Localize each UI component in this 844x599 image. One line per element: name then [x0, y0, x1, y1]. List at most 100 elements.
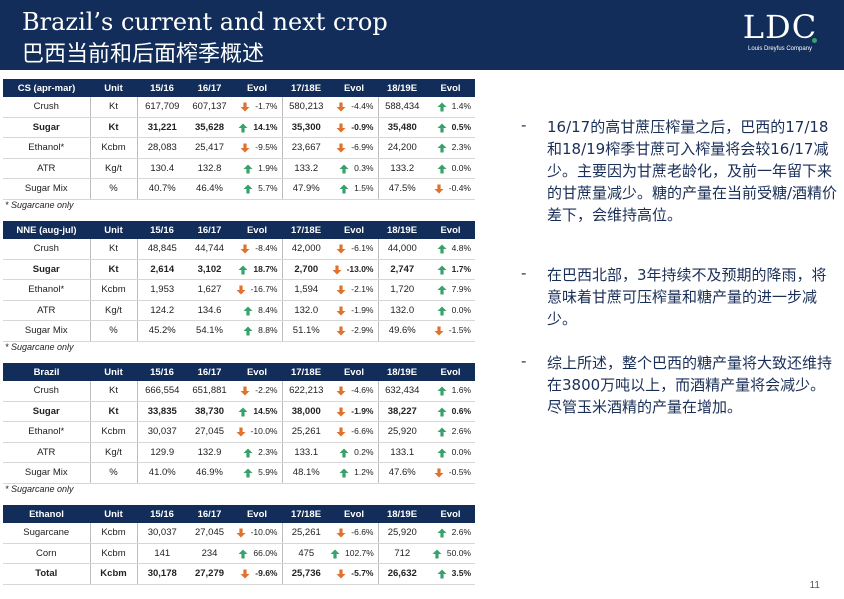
column-header: Ethanol [3, 505, 90, 523]
table-row: ATR Kg/t 130.4 132.8 1.9% 133.2 0.3% 133.2 0.0% [3, 158, 475, 179]
value-cell: 23,667 [282, 137, 330, 159]
column-header: 18/19E [378, 363, 426, 381]
arrow-up-icon [437, 427, 447, 437]
page-title-english: Brazil’s current and next crop [22, 8, 388, 36]
evol-cell: 1.2% [330, 462, 379, 484]
value-cell: 666,554 [137, 381, 187, 402]
evol-cell: -5.7% [330, 563, 379, 585]
column-header: 17/18E [282, 363, 330, 381]
value-cell: 48,845 [137, 239, 187, 260]
arrow-up-icon [437, 143, 447, 153]
arrow-down-icon [240, 244, 250, 254]
unit-cell: Kt [90, 381, 138, 402]
value-cell: 133.1 [282, 442, 330, 463]
evol-cell: -1.5% [426, 320, 475, 342]
arrow-down-icon [336, 326, 346, 336]
value-cell: 38,227 [378, 401, 426, 422]
evol-value: 5.9% [258, 467, 278, 478]
row-label: ATR [3, 300, 91, 321]
table-row: Crush Kt 617,709 607,137 -1.7% 580,213 -4.4% 58… [3, 97, 475, 118]
arrow-up-icon [238, 265, 248, 275]
evol-value: -9.6% [255, 568, 278, 579]
arrow-up-icon [330, 549, 340, 559]
evol-value: -2.9% [351, 325, 374, 336]
table-row: Total Kcbm 30,178 27,279 -9.6% 25,736 -5.7% 26,… [3, 563, 475, 585]
evol-value: -10.0% [250, 527, 278, 538]
row-label: Sugar [3, 117, 91, 138]
evol-value: 50.0% [446, 547, 471, 558]
table-header-row: NNE (aug-jul) Unit 15/16 16/17 Evol 17/18E Evo… [3, 221, 475, 239]
unit-cell: Kcbm [90, 543, 138, 564]
arrow-up-icon [243, 468, 253, 478]
arrow-down-icon [236, 427, 246, 437]
value-cell: 607,137 [187, 97, 232, 118]
logo-mark: LDC [742, 8, 818, 46]
row-label: Sugar [3, 401, 91, 422]
evol-value: 1.7% [451, 263, 471, 274]
column-header: Evol [232, 505, 282, 523]
column-header: Evol [426, 505, 475, 523]
evol-cell: 0.0% [426, 300, 475, 321]
evol-value: -2.2% [255, 385, 278, 396]
value-cell: 46.4% [187, 178, 232, 200]
table-row: ATR Kg/t 124.2 134.6 8.4% 132.0 -1.9% 132.0 0.0% [3, 300, 475, 321]
row-label: Ethanol* [3, 421, 91, 443]
value-cell: 47.5% [378, 178, 426, 200]
evol-value: -0.4% [448, 183, 471, 194]
column-header: 16/17 [187, 221, 232, 239]
evol-cell: -8.4% [232, 239, 283, 260]
evol-cell: 2.3% [426, 137, 475, 159]
value-cell: 27,045 [187, 523, 232, 544]
evol-value: 3.5% [451, 568, 471, 579]
value-cell: 132.0 [378, 300, 426, 321]
evol-value: 0.0% [451, 304, 471, 315]
unit-cell: Kg/t [90, 300, 138, 321]
arrow-down-icon [336, 528, 346, 538]
column-header: CS (apr-mar) [3, 79, 90, 97]
value-cell: 2,700 [282, 259, 330, 280]
table-nne-note: * Sugarcane only [5, 342, 74, 352]
evol-value: 5.7% [258, 183, 278, 194]
column-header: 16/17 [187, 363, 232, 381]
value-cell: 41.0% [137, 462, 187, 484]
evol-cell: -16.7% [232, 279, 283, 301]
value-cell: 45.2% [137, 320, 187, 342]
unit-cell: Kg/t [90, 158, 138, 179]
evol-cell: -9.5% [232, 137, 283, 159]
arrow-up-icon [243, 164, 253, 174]
table-row: Corn Kcbm 141 234 66.0% 475 102.7% 712 50.0% [3, 543, 475, 564]
evol-value: 14.1% [253, 121, 278, 132]
table-row: Sugar Mix% 41.0% 46.9% 5.9% 48.1% 1.2% 47.6% -0… [3, 462, 475, 484]
value-cell: 2,747 [378, 259, 426, 280]
evol-value: 66.0% [253, 547, 278, 558]
evol-cell: 0.6% [426, 401, 475, 422]
evol-value: -6.9% [351, 142, 374, 153]
row-label: Crush [3, 239, 91, 260]
table-row: Sugarcane Kcbm 30,037 27,045 -10.0% 25,261 -6.… [3, 523, 475, 544]
evol-cell: 8.8% [232, 320, 283, 342]
column-header: NNE (aug-jul) [3, 221, 90, 239]
arrow-up-icon [243, 306, 253, 316]
evol-value: -16.7% [250, 284, 278, 295]
evol-cell: 0.5% [426, 117, 475, 138]
arrow-up-icon [243, 448, 253, 458]
evol-cell: -1.9% [330, 401, 379, 422]
evol-cell: 4.8% [426, 239, 475, 260]
logo-subtitle: Louis Dreyfus Company [747, 46, 813, 52]
arrow-up-icon [339, 184, 349, 194]
column-header: Brazil [3, 363, 90, 381]
arrow-up-icon [437, 265, 447, 275]
evol-value: 0.3% [354, 162, 374, 173]
value-cell: 588,434 [378, 97, 426, 118]
column-header: Evol [232, 221, 282, 239]
value-cell: 26,632 [378, 563, 426, 585]
row-label: Sugar Mix [3, 462, 91, 484]
row-label: Total [3, 563, 91, 585]
row-label: Sugarcane [3, 523, 91, 544]
table-row: Sugar Kt 2,614 3,102 18.7% 2,700 -13.0% 2,747 1.… [3, 259, 475, 280]
unit-cell: Kcbm [90, 421, 138, 443]
evol-cell: -9.6% [232, 563, 283, 585]
value-cell: 46.9% [187, 462, 232, 484]
evol-value: 18.7% [253, 263, 278, 274]
unit-cell: Kt [90, 259, 138, 280]
